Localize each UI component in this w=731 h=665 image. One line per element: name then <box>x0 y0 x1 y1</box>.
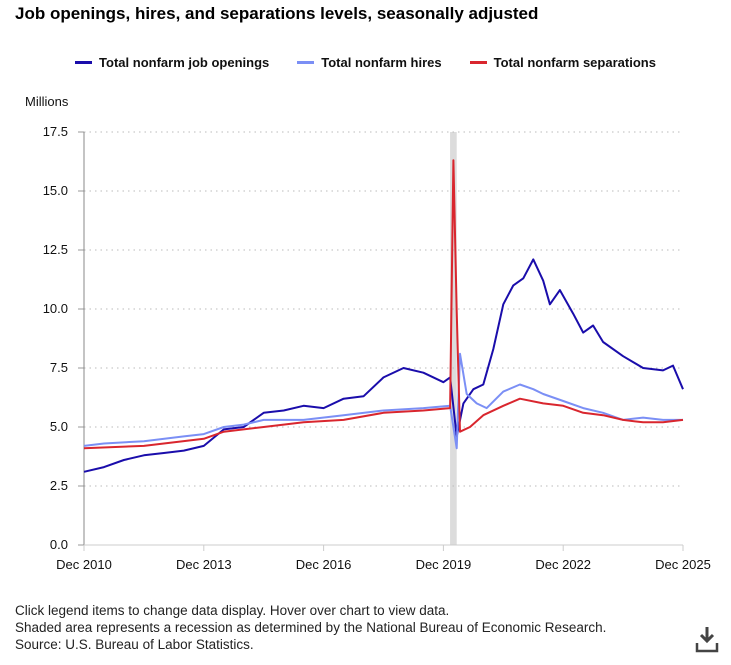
legend-item-separations[interactable]: Total nonfarm separations <box>469 55 656 70</box>
y-axis-label: Millions <box>25 94 69 109</box>
legend-label: Total nonfarm job openings <box>99 55 270 70</box>
note-line: Source: U.S. Bureau of Labor Statistics. <box>15 637 254 652</box>
x-tick-label: Dec 2013 <box>176 557 232 572</box>
x-tick-label: Dec 2010 <box>56 557 112 572</box>
legend-label: Total nonfarm hires <box>321 55 442 70</box>
recession-band <box>450 132 457 545</box>
y-tick-label: 17.5 <box>43 124 68 139</box>
x-tick-label: Dec 2025 <box>655 557 711 572</box>
y-tick-label: 0.0 <box>50 537 68 552</box>
series-line-separations <box>83 159 684 450</box>
y-tick-label: 7.5 <box>50 360 68 375</box>
legend-label: Total nonfarm separations <box>493 55 656 70</box>
x-tick-label: Dec 2019 <box>416 557 472 572</box>
x-tick-label: Dec 2016 <box>296 557 352 572</box>
chart-title: Job openings, hires, and separations lev… <box>15 4 539 23</box>
y-tick-label: 12.5 <box>43 242 68 257</box>
plot-area[interactable]: 0.0 2.5 5.0 7.5 10.0 12.5 15.0 17.5 Dec 2010 Dec … <box>0 0 731 600</box>
legend-item-hires[interactable]: Total nonfarm hires <box>297 55 442 70</box>
download-icon[interactable] <box>695 625 719 653</box>
legend: Total nonfarm job openings Total nonfarm… <box>0 55 731 70</box>
legend-swatch <box>297 61 315 64</box>
footnotes: Click legend items to change data displa… <box>15 602 606 653</box>
note-line: Click legend items to change data displa… <box>15 603 450 618</box>
x-tick-label: Dec 2022 <box>535 557 591 572</box>
y-tick-label: 2.5 <box>50 478 68 493</box>
legend-item-openings[interactable]: Total nonfarm job openings <box>75 55 269 70</box>
y-tick-label: 10.0 <box>43 301 68 316</box>
y-tick-label: 5.0 <box>50 419 68 434</box>
y-tick-label: 15.0 <box>43 183 68 198</box>
note-line: Shaded area represents a recession as de… <box>15 620 607 635</box>
legend-swatch <box>75 61 93 64</box>
legend-swatch <box>469 61 487 64</box>
series-line-openings <box>83 258 684 473</box>
series-line-hires <box>83 352 683 450</box>
